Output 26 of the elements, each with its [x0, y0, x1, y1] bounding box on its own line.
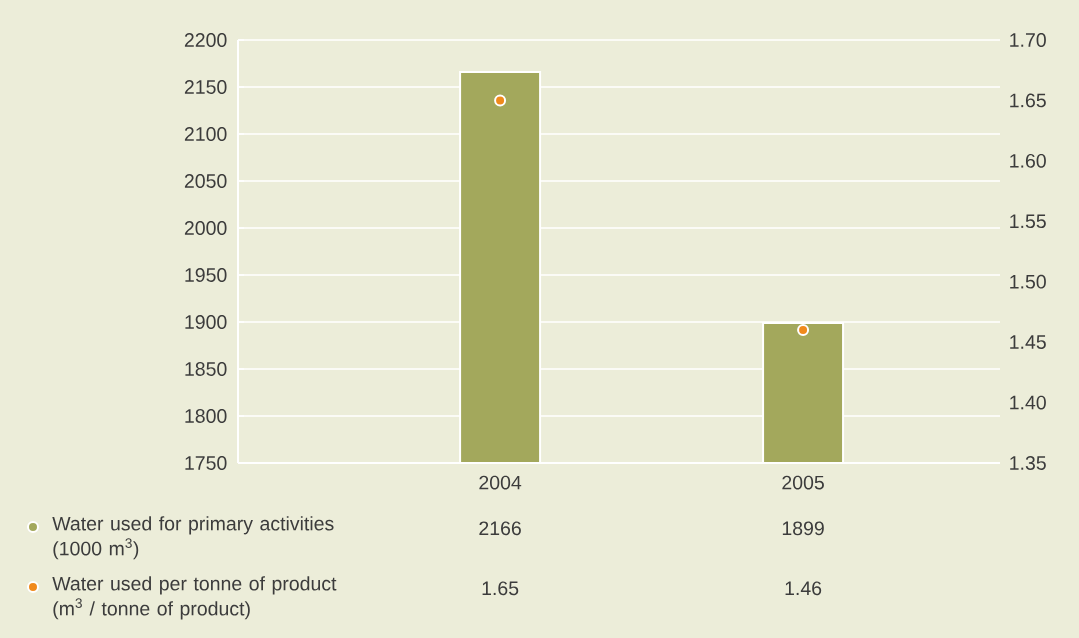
y-tick-label: 1850 [185, 362, 227, 376]
y-tick-label: 2200 [184, 33, 227, 47]
y2-tick-label: 1.45 [1010, 335, 1046, 349]
data-label: 1899 [782, 521, 824, 536]
y-tick-label: 1950 [185, 268, 227, 282]
x-tick-label: 2005 [782, 475, 824, 490]
y2-tick-label: 1.60 [1010, 153, 1046, 168]
y2-tick-label: 1.40 [1010, 395, 1046, 410]
legend-label: Water used per tonne of product (m$^{3}$ / tonne of product) [52, 576, 337, 620]
y2-tick-label: 1.70 [1010, 33, 1046, 47]
data-label: 2166 [479, 521, 521, 536]
y2-tick-label: 1.50 [1010, 274, 1046, 289]
x-tick-label: 2004 [479, 475, 522, 490]
y-tick-label: 1900 [185, 315, 227, 329]
y2-tick-label: 1.35 [1010, 456, 1046, 470]
y-tick-label: 2000 [184, 221, 227, 235]
y-tick-label: 1800 [185, 409, 227, 423]
y-tick-label: 2100 [184, 127, 227, 141]
data-label: 1.65 [482, 581, 519, 596]
y-tick-label: 1750 [185, 456, 227, 470]
legend-label: Water used for primary activities (1000 m$^{3}$) [52, 516, 334, 560]
y-tick-label: 2050 [184, 174, 227, 188]
y-tick-label: 2150 [184, 80, 227, 94]
y2-tick-label: 1.65 [1010, 93, 1046, 108]
y2-tick-label: 1.55 [1010, 214, 1046, 229]
data-label: 1.46 [785, 581, 822, 596]
